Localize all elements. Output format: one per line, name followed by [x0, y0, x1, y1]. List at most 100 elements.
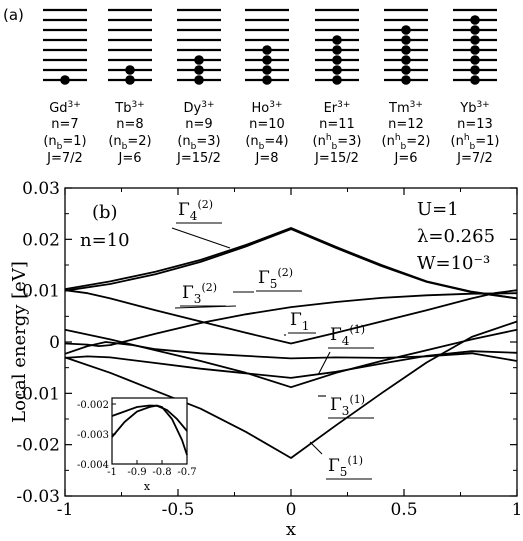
- ion-name: Dy3+: [184, 100, 215, 116]
- electron-dot: [194, 55, 204, 65]
- ion-j: J=7/2: [456, 151, 493, 166]
- y-tick-label: -0.01: [16, 384, 60, 404]
- electron-dot: [470, 75, 480, 85]
- electron-dot: [470, 45, 480, 55]
- ion-name: Gd3+: [49, 100, 81, 116]
- label-leader: [309, 441, 323, 455]
- ion-name: Tm3+: [388, 100, 423, 116]
- ion-j: J=15/2: [176, 151, 221, 166]
- ion-nb: (nb=1): [43, 134, 86, 152]
- electron-dot: [401, 55, 411, 65]
- y-axis-title: Local energy [eV]: [9, 261, 30, 423]
- series-lines: [64, 227, 518, 459]
- y-tick-label: 0: [49, 333, 60, 353]
- electron-dot: [401, 35, 411, 45]
- electron-dot: [332, 75, 342, 85]
- n-value-label: n=10: [80, 230, 130, 251]
- inset-x-tick-label: -0.9: [127, 467, 146, 478]
- ion-j: J=6: [394, 151, 418, 166]
- curve-label-3: Γ5(2): [233, 266, 302, 293]
- ion-name: Yb3+: [459, 100, 489, 116]
- ion-j: J=15/2: [314, 151, 359, 166]
- electron-dot: [332, 55, 342, 65]
- ion-column-dy: Dy3+n=9 (nb=3)J=15/2: [176, 8, 221, 166]
- ion-n: n=7: [51, 117, 78, 132]
- panel-a: (a) Gd3+n=7(nb=1)J=7/2Tb3+n=8(nb=2)J=6Dy…: [3, 6, 500, 166]
- x-tick-label: -0.5: [162, 500, 195, 520]
- electron-dot: [470, 25, 480, 35]
- y-tick-label: -0.02: [16, 436, 60, 456]
- ion-columns: Gd3+n=7(nb=1)J=7/2Tb3+n=8(nb=2)J=6Dy3+n=…: [43, 8, 500, 166]
- inset-ticks: -1 -0.9 -0.8 -0.7 -0.002 -0.003 -0.004: [77, 400, 197, 478]
- x-tick-label: 1: [512, 500, 523, 520]
- svg-text:Γ1: Γ1: [290, 310, 309, 333]
- electron-dot: [262, 55, 272, 65]
- electron-dot: [401, 65, 411, 75]
- ion-name: Er3+: [324, 100, 351, 116]
- y-tick-label: -0.03: [16, 487, 60, 507]
- electron-dot: [470, 35, 480, 45]
- electron-dot: [125, 65, 135, 75]
- x-tick-label: -1: [57, 500, 74, 520]
- inset-x-tick-label: -1: [107, 467, 117, 478]
- label-leader: [317, 351, 331, 376]
- curve-label-2: Γ3(2): [174, 281, 237, 309]
- ion-j: J=8: [255, 151, 279, 166]
- inset-series-line-2: [111, 404, 188, 432]
- inset-x-tick-label: -0.8: [152, 467, 171, 478]
- y-tick-label: 0.01: [22, 282, 60, 302]
- electron-dot: [262, 65, 272, 75]
- ion-j: J=7/2: [46, 151, 83, 166]
- ion-nb: (nhb=2): [382, 133, 431, 152]
- electron-dot: [60, 75, 70, 85]
- svg-text:Γ3(2): Γ3(2): [182, 281, 217, 306]
- param-lambda-label: λ=0.265: [417, 226, 495, 247]
- svg-text:Γ5(2): Γ5(2): [258, 266, 293, 291]
- curve-label-7: Γ5(1): [309, 441, 372, 480]
- param-w-label: W=10⁻³: [417, 253, 490, 274]
- axis-ticks: -1 -0.5 0 0.5 1 -0.03 -0.02 -0.01 0 0.01 0.02 0.03: [16, 179, 522, 520]
- inset-x-tick-label: -0.7: [177, 467, 196, 478]
- ion-j: J=6: [118, 151, 142, 166]
- ion-column-tm: Tm3+n=12(nhb=2)J=6: [382, 8, 431, 166]
- panel-b: -1 -0.5 0 0.5 1-0.03-0.02-0.0100.010.020.03 …: [9, 179, 522, 540]
- ion-n: n=13: [457, 117, 493, 132]
- svg-text:Γ3(1): Γ3(1): [330, 393, 365, 418]
- ion-nb: (nb=2): [108, 134, 151, 152]
- ion-n: n=9: [185, 117, 212, 132]
- ion-column-ho: Ho3+n=10 (nb=4)J=8: [245, 8, 289, 166]
- curve-label-1: Γ4(2): [171, 198, 231, 249]
- curve-label-6: Γ3(1): [318, 393, 374, 419]
- inset-x-axis-title: x: [144, 480, 151, 493]
- inset-plot: -1 -0.9 -0.8 -0.7 -0.002 -0.003 -0.004 x: [77, 397, 197, 493]
- series-line-2: [64, 228, 518, 300]
- label-leader: [174, 305, 237, 309]
- panel-a-label: (a): [3, 6, 24, 24]
- ion-nb: (nhb=1): [451, 133, 500, 152]
- ion-n: n=11: [319, 117, 355, 132]
- ion-name: Tb3+: [114, 100, 144, 116]
- electron-dot: [401, 45, 411, 55]
- series-line-8: [64, 320, 518, 459]
- ion-nb: (nhb=3): [313, 133, 362, 152]
- inset-y-tick-label: -0.003: [77, 430, 109, 441]
- ion-column-tb: Tb3+n=8 (nb=2)J=6: [108, 8, 152, 166]
- y-tick-label: 0.03: [22, 179, 60, 199]
- series-line-3: [64, 289, 518, 345]
- electron-dot: [125, 75, 135, 85]
- ion-n: n=8: [116, 117, 143, 132]
- electron-dot: [332, 45, 342, 55]
- x-tick-label: 0.5: [390, 500, 417, 520]
- electron-dot: [470, 15, 480, 25]
- y-tick-label: 0.02: [22, 230, 60, 250]
- inset-series: [111, 404, 188, 456]
- electron-dot: [470, 55, 480, 65]
- x-tick-label: 0: [286, 500, 297, 520]
- label-leader: [171, 227, 231, 249]
- ion-n: n=12: [388, 117, 424, 132]
- electron-dot: [332, 35, 342, 45]
- electron-dot: [332, 65, 342, 75]
- svg-text:Γ4(2): Γ4(2): [178, 198, 213, 223]
- ion-column-gd: Gd3+n=7 (nb=1)J=7/2: [43, 8, 87, 166]
